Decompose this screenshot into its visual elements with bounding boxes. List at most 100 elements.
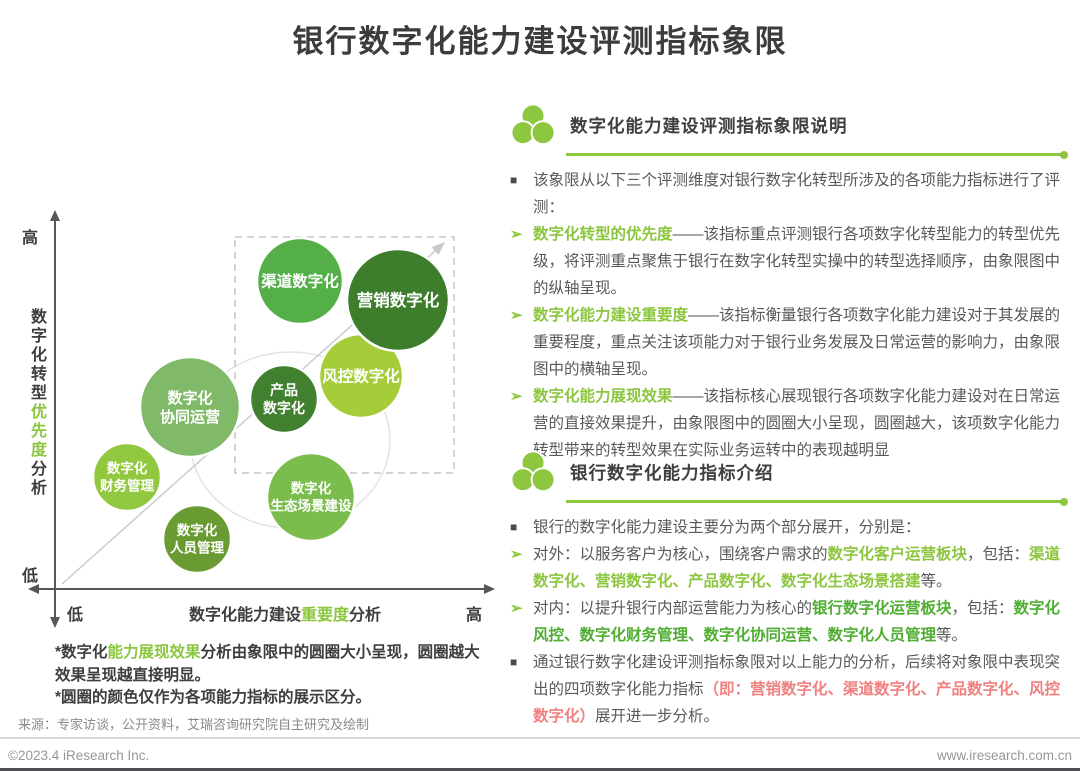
text-segment: 等。 [936,627,968,644]
text-segment: 优先度 [28,403,45,460]
panel-item: ■ 通过银行数字化建设评测指标象限对以上能力的分析，后续将对象限中表现突出的四项数… [510,649,1066,730]
text-segment: *圆圈的颜色仅作为各项能力指标的展示区分。 [55,689,372,706]
text-segment: 数字化风控、数字化财务管理、数字化协同运营、数字化人员管理 [533,600,1061,644]
panel-item: ■ 该象限从以下三个评测维度对银行数字化转型所涉及的各项能力指标进行了评测： [510,167,1066,221]
panel-item-text: 数字化转型的优先度——该指标重点评测银行各项数字化转型能力的转型优先级，将评测重… [533,226,1060,297]
text-segment: 对外：以服务客户为核心，围绕客户需求的 [533,546,828,563]
text-segment: 对内：以提升银行内部运营能力为核心的 [533,600,813,617]
section-capability-intro: 银行数字化能力指标介绍 ■ 银行的数字化能力建设主要分为两个部分展开，分别是： ➢ 对… [510,450,1068,730]
text-segment: 数字化客户运营板块 [827,546,968,563]
text-segment: 数字化转型的优先度 [533,226,673,243]
arrow-bullet-icon: ➢ [510,307,523,324]
text-segment: ——该指标衡量银行各项数字化能力建设对于其发展的重要程度，重点关注该项能力对于银… [533,307,1061,378]
bubble-label-product: 产品数字化 [263,382,305,416]
text-segment: 展开进一步分析。 [595,708,720,725]
chart-footnotes: *数字化能力展现效果分析由象限中的圆圈大小呈现，圆圈越大效果呈现越直接明显。 *… [55,642,485,710]
bubble-label-eco-scene: 数字化生态场景建设 [271,480,352,513]
bubble-label-channel: 渠道数字化 [261,271,339,290]
arrow-bullet-icon: ➢ [510,600,523,617]
bubble-collab-ops [138,355,242,459]
bubble-label-risk-control: 风控数字化 [322,366,400,385]
text-segment: 分析由象限中的圆圈大小呈现，圆圈越大效果呈现越直接明显。 [55,644,480,684]
panel-item-text: 通过银行数字化建设评测指标象限对以上能力的分析，后续将对象限中表现突出的四项数字… [533,654,1060,725]
x-axis-low-label: 低 [67,607,84,624]
section-quadrant-explanation: 数字化能力建设评测指标象限说明 ■ 该象限从以下三个评测维度对银行数字化转型所涉及… [510,103,1068,464]
section-underline [566,497,1068,506]
section-header: 数字化能力建设评测指标象限说明 [510,103,1066,147]
text-segment: 分析 [349,607,382,624]
bubble-label-marketing: 营销数字化 [357,290,440,310]
bubble-eco-scene [265,451,357,543]
y-axis-title: 数字化转型优先度分析 [24,308,48,498]
bubble-label-staff-mgmt: 数字化人员管理 [170,522,224,556]
panel-item-text: 数字化能力建设重要度——该指标衡量银行各项数字化能力建设对于其发展的重要程度，重… [533,307,1060,378]
text-segment: 通过银行数字化建设评测指标象限对以上能力的分析，后续将对象限中表现突出的四项数字… [533,654,1061,698]
bubble-staff-mgmt [161,503,233,575]
bubble-label-collab-ops: 数字化协同运营 [160,389,220,426]
x-axis-high-label: 高 [466,607,483,624]
bubble-product [248,363,320,435]
text-segment: 银行数字化运营板块 [812,600,952,617]
text-segment: *数字化 [55,644,108,661]
panel-item: ➢ 对外：以服务客户为核心，围绕客户需求的数字化客户运营板块，包括：渠道数字化、营… [510,541,1066,595]
text-segment: ——该指标核心展现银行各项数字化能力建设对在日常运营的直接效果提升，由象限图中的… [533,388,1061,459]
bottom-accent-bar [0,768,1080,771]
bubble-channel [255,236,345,326]
bubble-marketing [345,247,451,353]
text-segment: 渠道数字化、营销数字化、产品数字化、数字化生态场景搭建 [533,546,1061,590]
panel-item: ➢ 数字化能力建设重要度——该指标衡量银行各项数字化能力建设对于其发展的重要程度，… [510,302,1066,383]
axis-arrowheads [28,210,495,628]
section-items: ■ 该象限从以下三个评测维度对银行数字化转型所涉及的各项能力指标进行了评测： ➢ 数字… [510,167,1066,464]
section-header: 银行数字化能力指标介绍 [510,450,1066,494]
arrow-bullet-icon: ➢ [510,546,523,563]
footer-website: www.iresearch.com.cn [936,748,1072,763]
bubble-finance-mgmt [91,441,163,513]
text-segment: 数字化能力展现效果 [533,388,673,405]
axes [36,219,487,620]
section-title: 数字化能力建设评测指标象限说明 [570,115,848,136]
panel-item: ■ 银行的数字化能力建设主要分为两个部分展开，分别是： [510,514,1066,541]
section-items: ■ 银行的数字化能力建设主要分为两个部分展开，分别是： ➢ 对外：以服务客户为核心，围… [510,514,1066,730]
panel-item: ➢ 对内：以提升银行内部运营能力为核心的银行数字化运营板块，包括：数字化风控、数字… [510,595,1066,649]
footnote-bubble-color: *圆圈的颜色仅作为各项能力指标的展示区分。 [55,687,485,710]
panel-item: ➢ 数字化能力展现效果——该指标核心展现银行各项数字化能力建设对在日常运营的直接效… [510,383,1066,464]
panel-item: ➢ 数字化转型的优先度——该指标重点评测银行各项数字化转型能力的转型优先级，将评测… [510,221,1066,302]
text-segment: ——该指标重点评测银行各项数字化转型能力的转型优先级，将评测重点聚焦于银行在数字… [533,226,1061,297]
text-segment: （即：营销数字化、渠道数字化、产品数字化、风控数字化） [533,681,1061,725]
text-segment: 数字化能力建设 [188,607,301,624]
square-bullet-icon: ■ [510,520,518,534]
section-title: 银行数字化能力指标介绍 [570,462,774,483]
panel-item-text: 对内：以提升银行内部运营能力为核心的银行数字化运营板块，包括：数字化风控、数字化… [533,600,1060,644]
arrow-bullet-icon: ➢ [510,388,523,405]
text-segment: ，包括： [951,600,1014,617]
panel-item-text: 银行的数字化能力建设主要分为两个部分展开，分别是： [533,519,921,536]
y-axis-high-label: 高 [22,230,39,247]
right-panel: 数字化能力建设评测指标象限说明 ■ 该象限从以下三个评测维度对银行数字化转型所涉及… [510,103,1068,730]
venn-icon [510,450,556,493]
page-title: 银行数字化能力建设评测指标象限 [292,24,788,59]
source-text: 来源：专家访谈，公开资料，艾瑞咨询研究院自主研究及绘制 [18,717,370,732]
x-axis-title: 数字化能力建设重要度分析 [150,601,420,625]
y-axis-low-label: 低 [22,568,39,585]
text-segment: 等。 [920,573,952,590]
text-segment: 数字化能力建设重要度 [533,307,689,324]
text-segment: 银行的数字化能力建设主要分为两个部分展开，分别是： [533,519,921,536]
square-bullet-icon: ■ [510,655,518,669]
footer-divider [0,737,1080,739]
square-bullet-icon: ■ [510,173,518,187]
footnote-bubble-size: *数字化能力展现效果分析由象限中的圆圈大小呈现，圆圈越大效果呈现越直接明显。 [55,642,485,687]
text-segment: ，包括： [967,546,1030,563]
venn-icon [510,103,556,146]
footer-copyright: ©2023.4 iResearch Inc. [8,748,150,763]
panel-item-text: 该象限从以下三个评测维度对银行数字化转型所涉及的各项能力指标进行了评测： [533,172,1060,216]
bubble-label-finance-mgmt: 数字化财务管理 [99,460,154,494]
panel-item-text: 数字化能力展现效果——该指标核心展现银行各项数字化能力建设对在日常运营的直接效果… [533,388,1060,459]
text-segment: 数字化转型 [28,308,45,403]
arrow-bullet-icon: ➢ [510,226,523,243]
panel-item-text: 对外：以服务客户为核心，围绕客户需求的数字化客户运营板块，包括：渠道数字化、营销… [533,546,1060,590]
text-segment: 能力展现效果 [107,644,201,661]
section-underline [566,150,1068,159]
